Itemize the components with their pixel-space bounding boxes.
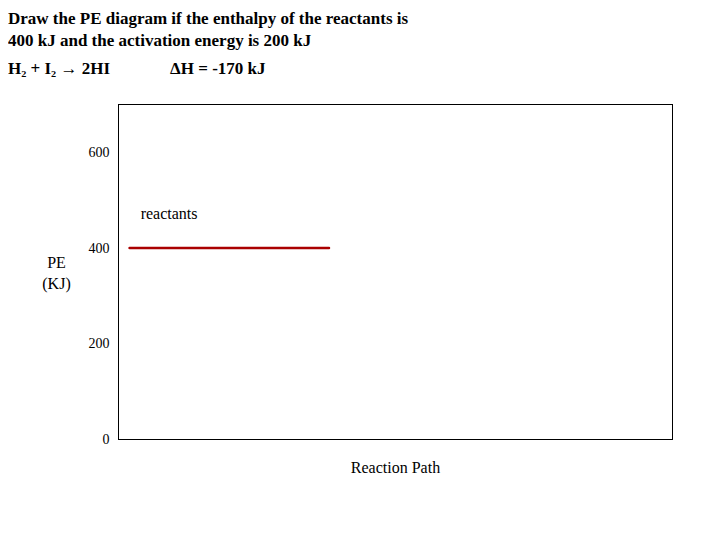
html-text:ΔH = -170 kJ: ΔH = -170 kJ (170, 59, 266, 78)
html-text:Draw the PE diagram if the ent: Draw the PE diagram if the enthalpy of t… (8, 9, 409, 28)
svg-text:400: 400 (89, 241, 110, 256)
svg-text:600: 600 (89, 145, 110, 160)
svg-text:Reaction Path: Reaction Path (351, 459, 440, 476)
svg-text:200: 200 (89, 336, 110, 351)
html-text:400 kJ and the activation ener: 400 kJ and the activation energy is 200 … (8, 31, 312, 50)
svg-text:PE(KJ): PE(KJ) (42, 254, 70, 293)
html-text:H₂ + I₂ → 2HI: H₂ + I₂ → 2HI (8, 59, 111, 78)
svg-text:reactants: reactants (141, 205, 198, 222)
svg-text:0: 0 (103, 432, 110, 447)
